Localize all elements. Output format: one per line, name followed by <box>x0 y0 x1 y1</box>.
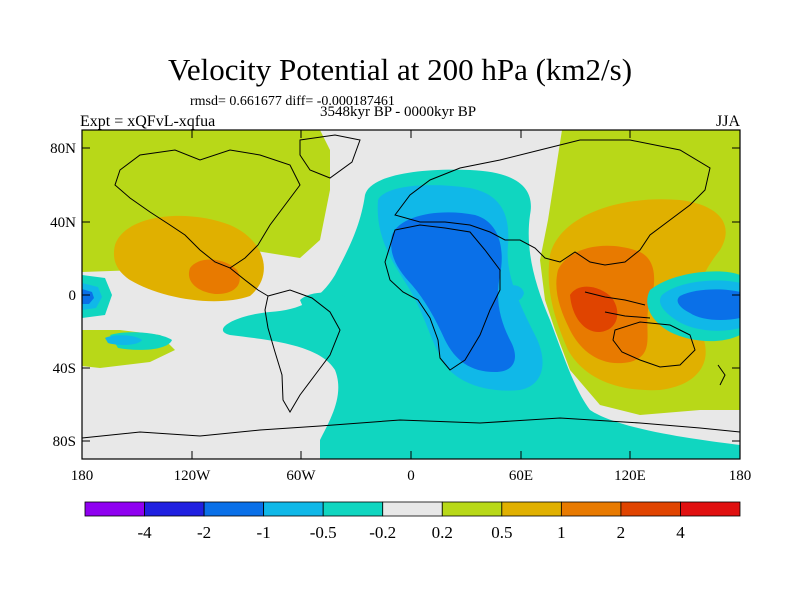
colorbar-labels: -4 -2 -1 -0.5 -0.2 0.2 0.5 1 2 4 <box>137 523 685 542</box>
colorbar-label: 0.2 <box>432 523 453 542</box>
eurasia-outline <box>394 139 711 266</box>
lon-label-180e: 180 <box>729 468 752 484</box>
lon-label-120w: 120W <box>174 468 212 484</box>
colorbar-label: -1 <box>257 523 271 542</box>
map-title: Velocity Potential at 200 hPa (km2/s) <box>167 52 633 87</box>
colorbar-swatch <box>322 501 384 517</box>
greenland-outline <box>299 134 361 179</box>
colorbar-label: -2 <box>197 523 211 542</box>
colorbar-label: 0.5 <box>491 523 512 542</box>
colorbar-label: 2 <box>617 523 626 542</box>
colorbar-swatch <box>501 501 562 517</box>
colorbar-swatch <box>203 501 265 517</box>
field-africa-blue <box>391 212 515 372</box>
colorbar-swatch <box>144 501 205 517</box>
lat-label-40s: 40S <box>53 361 76 377</box>
lon-label-60e: 60E <box>509 468 533 484</box>
field-arabian-sea-light-blue <box>505 285 524 302</box>
colorbar-swatch <box>680 501 741 517</box>
statistics-text: rmsd= 0.661677 diff= -0.000187461 <box>190 94 395 109</box>
lon-label-180w: 180 <box>71 468 94 484</box>
antarctica-outline <box>82 417 740 439</box>
lon-label-0: 0 <box>407 468 415 484</box>
maritime-continent-outline <box>584 291 651 319</box>
experiment-label: Expt = xQFvL-xqfua <box>80 113 216 130</box>
lat-label-40n: 40N <box>50 215 76 231</box>
new-zealand-outline <box>717 364 726 386</box>
colorbar-swatch <box>620 501 681 517</box>
colorbar-swatch <box>441 501 503 517</box>
field-southeast-pacific-light-blue <box>105 335 142 345</box>
colorbar-label: 1 <box>557 523 566 542</box>
colorbar-label: -0.2 <box>369 523 396 542</box>
season-label: JJA <box>716 113 741 130</box>
period-text: 3548kyr BP - 0000kyr BP <box>320 104 477 120</box>
colorbar-swatch <box>84 501 145 517</box>
lat-label-0: 0 <box>69 288 77 304</box>
longitude-labels: 180 120W 60W 0 60E 120E 180 <box>71 468 752 484</box>
field-west-pacific-blue <box>677 289 740 321</box>
colorbar-swatch <box>382 501 443 517</box>
central-america-outline <box>229 267 269 297</box>
lat-label-80n: 80N <box>50 141 76 157</box>
velocity-potential-field <box>82 130 740 459</box>
field-dateline-blue <box>82 289 94 304</box>
colorbar-label: 4 <box>676 523 685 542</box>
latitude-labels: 80N 40N 0 40S 80S <box>50 141 76 450</box>
south-america-outline <box>264 289 341 413</box>
field-east-pacific-orange <box>188 259 240 295</box>
colorbar-swatch <box>263 501 324 517</box>
axis-ticks <box>81 130 741 459</box>
continent-outlines <box>82 134 740 439</box>
lat-label-80s: 80S <box>53 434 76 450</box>
lon-label-120e: 120E <box>614 468 646 484</box>
australia-outline <box>612 321 696 368</box>
colorbar-label: -4 <box>137 523 152 542</box>
colorbar-swatch <box>560 501 622 517</box>
colorbar-label: -0.5 <box>310 523 337 542</box>
field-indo-pacific-red-orange <box>570 286 618 333</box>
north-america-outline <box>114 149 301 269</box>
lon-label-60w: 60W <box>286 468 316 484</box>
colorbar <box>84 501 741 517</box>
africa-outline <box>384 224 501 371</box>
